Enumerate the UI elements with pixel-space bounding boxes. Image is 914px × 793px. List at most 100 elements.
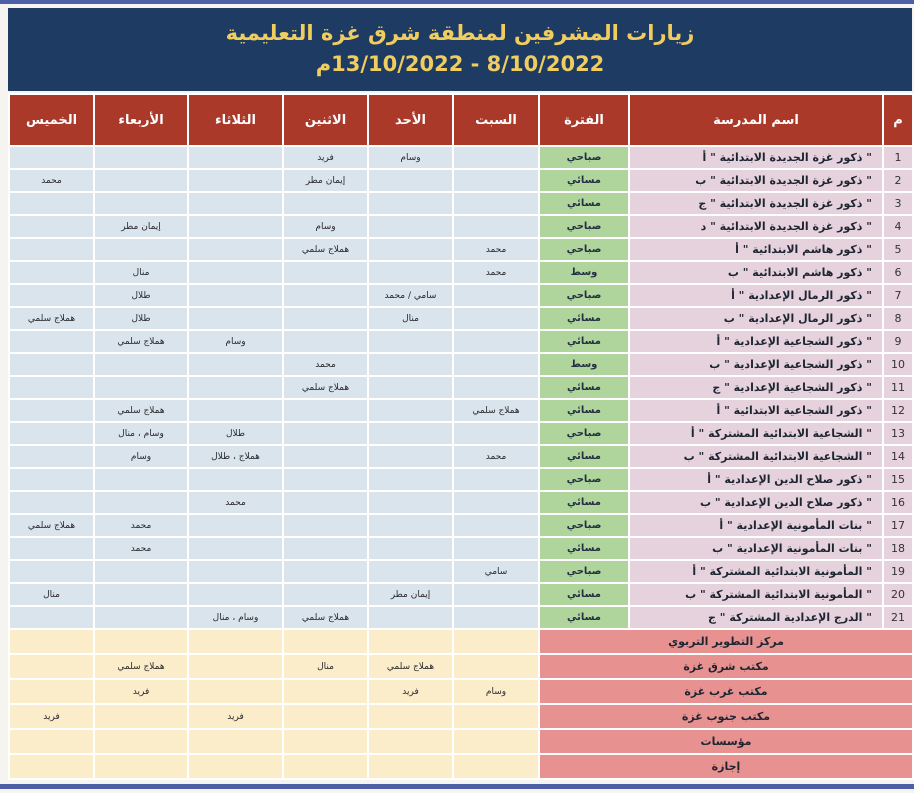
day-visit-cell xyxy=(454,584,538,605)
day-visit-cell xyxy=(369,469,452,490)
day-visit-cell: وسام ، منال xyxy=(189,607,282,628)
day-visit-cell xyxy=(10,285,93,306)
day-visit-cell xyxy=(10,216,93,237)
day-visit-cell xyxy=(454,515,538,536)
day-visit-cell xyxy=(189,377,282,398)
day-visit-cell xyxy=(454,354,538,375)
row-number-cell: 9 xyxy=(884,331,912,352)
section-row: مكتب شرق غزة هملاج سلمي منال هملاج سلمي xyxy=(10,655,912,678)
day-visit-cell xyxy=(454,492,538,513)
row-number-cell: 11 xyxy=(884,377,912,398)
day-visit-cell xyxy=(369,400,452,421)
day-visit-cell xyxy=(454,377,538,398)
day-visit-cell xyxy=(10,331,93,352)
day-visit-cell xyxy=(10,469,93,490)
day-visit-cell xyxy=(10,730,93,753)
table-row: 14 " الشجاعية الابتدائية المشتركة " ب مسائ… xyxy=(10,446,912,467)
row-number-cell: 20 xyxy=(884,584,912,605)
day-visit-cell xyxy=(95,705,187,728)
table-row: 3 " ذكور غزة الجديدة الابتدائية " ج مسائي xyxy=(10,193,912,214)
day-visit-cell xyxy=(369,423,452,444)
period-cell: مسائي xyxy=(540,193,628,214)
school-name-cell: " الشجاعية الابتدائية المشتركة " ب xyxy=(630,446,882,467)
row-number-cell: 19 xyxy=(884,561,912,582)
row-number-cell: 1 xyxy=(884,147,912,168)
day-visit-cell xyxy=(369,492,452,513)
section-row: مؤسسات xyxy=(10,730,912,753)
day-visit-cell: محمد xyxy=(454,446,538,467)
day-visit-cell xyxy=(189,400,282,421)
row-number-cell: 10 xyxy=(884,354,912,375)
day-visit-cell xyxy=(284,538,367,559)
day-visit-cell xyxy=(454,655,538,678)
day-visit-cell xyxy=(95,239,187,260)
day-visit-cell: إيمان مطر xyxy=(284,170,367,191)
day-visit-cell: منال xyxy=(95,262,187,283)
section-label-cell: مكتب جنوب غزة xyxy=(540,705,912,728)
day-visit-cell xyxy=(369,170,452,191)
day-visit-cell xyxy=(369,561,452,582)
col-header-saturday: السبت xyxy=(454,95,538,145)
row-number-cell: 5 xyxy=(884,239,912,260)
day-visit-cell: وسام ، منال xyxy=(95,423,187,444)
period-cell: مسائي xyxy=(540,584,628,605)
table-row: 2 " ذكور غزة الجديدة الابتدائية " ب مسائي إ… xyxy=(10,170,912,191)
day-visit-cell xyxy=(95,755,187,778)
report-title: زيارات المشرفين لمنطقة شرق غزة التعليمية xyxy=(225,21,695,45)
day-visit-cell xyxy=(189,147,282,168)
row-number-cell: 21 xyxy=(884,607,912,628)
day-visit-cell: منال xyxy=(10,584,93,605)
row-number-cell: 17 xyxy=(884,515,912,536)
day-visit-cell xyxy=(189,538,282,559)
day-visit-cell xyxy=(454,755,538,778)
school-name-cell: " ذكور غزة الجديدة الابتدائية " ج xyxy=(630,193,882,214)
row-number-cell: 7 xyxy=(884,285,912,306)
day-visit-cell xyxy=(284,705,367,728)
day-visit-cell xyxy=(284,285,367,306)
table-row: 10 " ذكور الشجاعية الإعدادية " ب وسط محمد xyxy=(10,354,912,375)
school-name-cell: " المأمونية الابتدائية المشتركة " ب xyxy=(630,584,882,605)
day-visit-cell xyxy=(10,755,93,778)
day-visit-cell: وسام xyxy=(189,331,282,352)
day-visit-cell xyxy=(454,170,538,191)
day-visit-cell xyxy=(189,655,282,678)
table-row: 8 " ذكور الرمال الإعدادية " ب مسائي منال طلا… xyxy=(10,308,912,329)
day-visit-cell xyxy=(284,584,367,605)
row-number-cell: 4 xyxy=(884,216,912,237)
day-visit-cell xyxy=(189,680,282,703)
day-visit-cell xyxy=(189,515,282,536)
day-visit-cell: سامي / محمد xyxy=(369,285,452,306)
day-visit-cell xyxy=(95,584,187,605)
school-name-cell: " بنات المأمونية الإعدادية " ب xyxy=(630,538,882,559)
day-visit-cell xyxy=(189,730,282,753)
col-header-tuesday: الثلاثاء xyxy=(189,95,282,145)
col-header-wednesday: الأربعاء xyxy=(95,95,187,145)
period-cell: صباحي xyxy=(540,561,628,582)
bottom-border-strip xyxy=(0,784,914,789)
day-visit-cell xyxy=(369,446,452,467)
period-cell: صباحي xyxy=(540,423,628,444)
day-visit-cell: منال xyxy=(369,308,452,329)
supervisor-visits-table: م اسم المدرسة الفترة السبت الأحد الاثنين… xyxy=(8,93,914,780)
day-visit-cell: هملاج سلمي xyxy=(95,400,187,421)
day-visit-cell xyxy=(284,331,367,352)
day-visit-cell xyxy=(189,193,282,214)
section-label-cell: مؤسسات xyxy=(540,730,912,753)
school-name-cell: " الدرج الإعدادية المشتركة " ج xyxy=(630,607,882,628)
period-cell: صباحي xyxy=(540,239,628,260)
day-visit-cell xyxy=(284,730,367,753)
day-visit-cell xyxy=(284,446,367,467)
day-visit-cell: سامي xyxy=(454,561,538,582)
day-visit-cell xyxy=(369,538,452,559)
table-row: 6 " ذكور هاشم الابتدائية " ب وسط محمد منال xyxy=(10,262,912,283)
day-visit-cell xyxy=(454,285,538,306)
day-visit-cell xyxy=(454,147,538,168)
day-visit-cell xyxy=(189,630,282,653)
row-number-cell: 3 xyxy=(884,193,912,214)
table-row: 11 " ذكور الشجاعية الإعدادية " ج مسائي هملا… xyxy=(10,377,912,398)
period-cell: صباحي xyxy=(540,147,628,168)
day-visit-cell xyxy=(10,423,93,444)
day-visit-cell xyxy=(189,216,282,237)
day-visit-cell xyxy=(95,354,187,375)
day-visit-cell xyxy=(369,730,452,753)
